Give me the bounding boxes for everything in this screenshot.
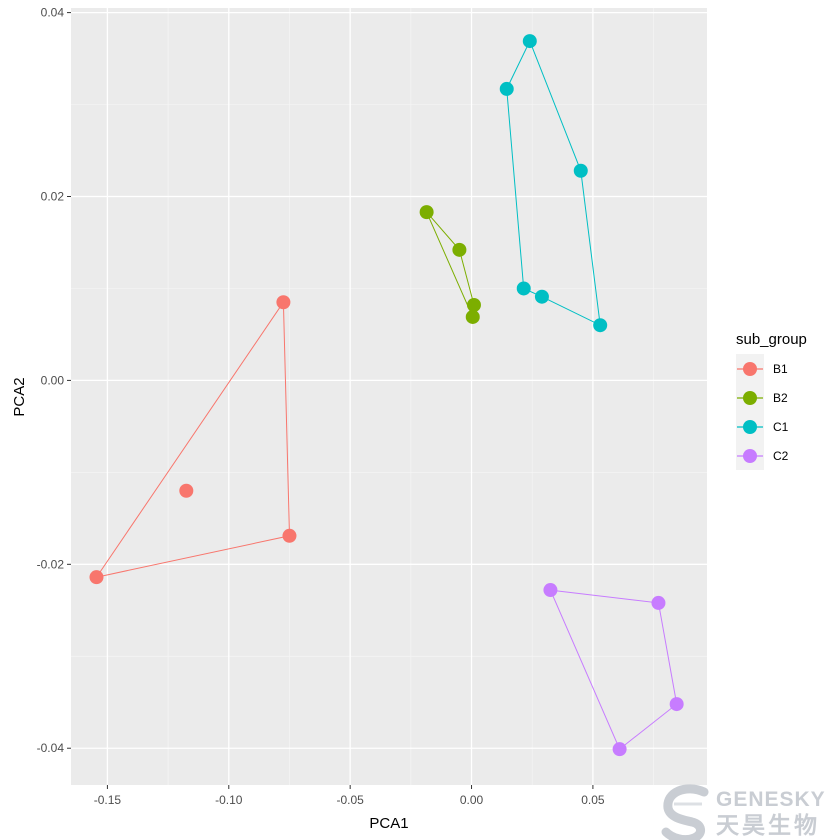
point-b2 bbox=[466, 298, 481, 313]
legend-key-point-b1 bbox=[743, 362, 757, 376]
legend: sub_group B1 B2 C1 C2 bbox=[736, 331, 807, 470]
point-c2 bbox=[612, 742, 627, 757]
x-tick-label: -0.10 bbox=[215, 793, 243, 807]
point-b1 bbox=[179, 483, 194, 498]
y-tick-label: 0.02 bbox=[41, 190, 65, 204]
point-c2 bbox=[669, 697, 684, 712]
legend-label-b1: B1 bbox=[773, 362, 788, 376]
x-tick-label: -0.05 bbox=[336, 793, 364, 807]
legend-items: B1 B2 C1 C2 bbox=[736, 354, 789, 470]
point-b1 bbox=[89, 570, 104, 585]
point-c2 bbox=[651, 595, 666, 610]
point-b2 bbox=[419, 205, 434, 220]
legend-label-c2: C2 bbox=[773, 449, 789, 463]
point-b1 bbox=[276, 295, 291, 310]
major-gridlines bbox=[71, 8, 707, 785]
point-b2 bbox=[465, 309, 480, 324]
x-tick-label: -0.15 bbox=[94, 793, 122, 807]
watermark-name-en: GENESKY bbox=[716, 788, 826, 811]
y-axis-title: PCA2 bbox=[11, 377, 28, 416]
point-b2 bbox=[452, 242, 467, 257]
watermark: GENESKY 天昊生物 bbox=[661, 784, 826, 840]
legend-title: sub_group bbox=[736, 331, 807, 348]
legend-key-point-b2 bbox=[743, 391, 757, 405]
x-axis-ticks: -0.15 -0.10 -0.05 0.00 0.05 bbox=[94, 785, 605, 807]
y-tick-label: 0.00 bbox=[41, 373, 65, 387]
point-c1 bbox=[534, 289, 549, 304]
legend-label-c1: C1 bbox=[773, 420, 789, 434]
legend-key-point-c2 bbox=[743, 449, 757, 463]
point-c2 bbox=[543, 583, 558, 598]
point-b1 bbox=[282, 528, 297, 543]
plot-panel bbox=[71, 8, 707, 785]
hull-b1 bbox=[95, 300, 291, 578]
y-tick-label: 0.04 bbox=[41, 6, 65, 20]
minor-gridlines bbox=[71, 8, 707, 785]
legend-key-point-c1 bbox=[743, 420, 757, 434]
y-tick-label: -0.04 bbox=[37, 741, 65, 755]
point-c1 bbox=[593, 318, 608, 333]
y-axis-ticks: -0.04 -0.02 0.00 0.02 0.04 bbox=[37, 6, 71, 755]
point-c1 bbox=[573, 163, 588, 178]
y-tick-label: -0.02 bbox=[37, 557, 65, 571]
genesky-logo-icon bbox=[661, 784, 709, 840]
x-axis-title: PCA1 bbox=[369, 815, 408, 832]
point-c1 bbox=[516, 281, 531, 296]
data-points bbox=[89, 34, 684, 757]
x-tick-label: 0.05 bbox=[581, 793, 605, 807]
point-c1 bbox=[499, 81, 514, 96]
legend-label-b2: B2 bbox=[773, 391, 788, 405]
point-c1 bbox=[522, 34, 537, 49]
x-tick-label: 0.00 bbox=[460, 793, 484, 807]
watermark-name-cn: 天昊生物 bbox=[716, 812, 820, 838]
